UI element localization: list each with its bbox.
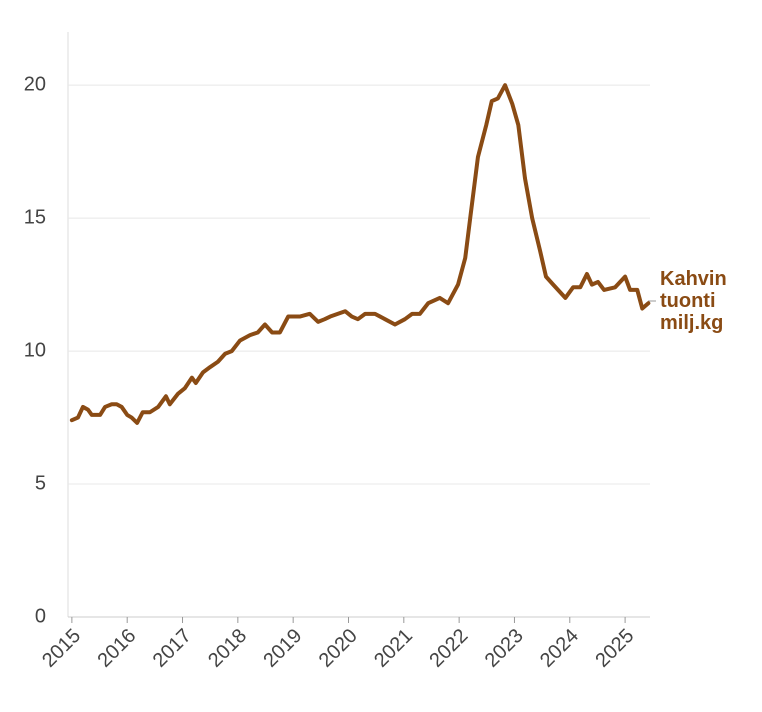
- series-label: Kahvin tuonti milj.kg: [660, 268, 727, 334]
- x-tick-label: 2019: [259, 625, 306, 672]
- x-tick-label: 2022: [425, 625, 472, 672]
- x-tick-label: 2023: [481, 625, 528, 672]
- x-tick-label: 2021: [370, 625, 417, 672]
- x-tick-label: 2016: [93, 625, 140, 672]
- y-tick-label: 0: [35, 605, 46, 627]
- x-tick-label: 2020: [315, 625, 362, 672]
- series-line: [69, 83, 651, 425]
- x-tick-label: 2015: [38, 625, 85, 672]
- x-tick-label: 2018: [204, 625, 251, 672]
- y-tick-label: 5: [35, 472, 46, 494]
- x-tick-label: 2024: [536, 625, 583, 672]
- y-tick-label: 10: [24, 339, 46, 361]
- y-tick-label: 20: [24, 73, 46, 95]
- x-tick-label: 2017: [149, 625, 196, 672]
- x-tick-label: 2025: [591, 625, 638, 672]
- y-tick-label: 15: [24, 206, 46, 228]
